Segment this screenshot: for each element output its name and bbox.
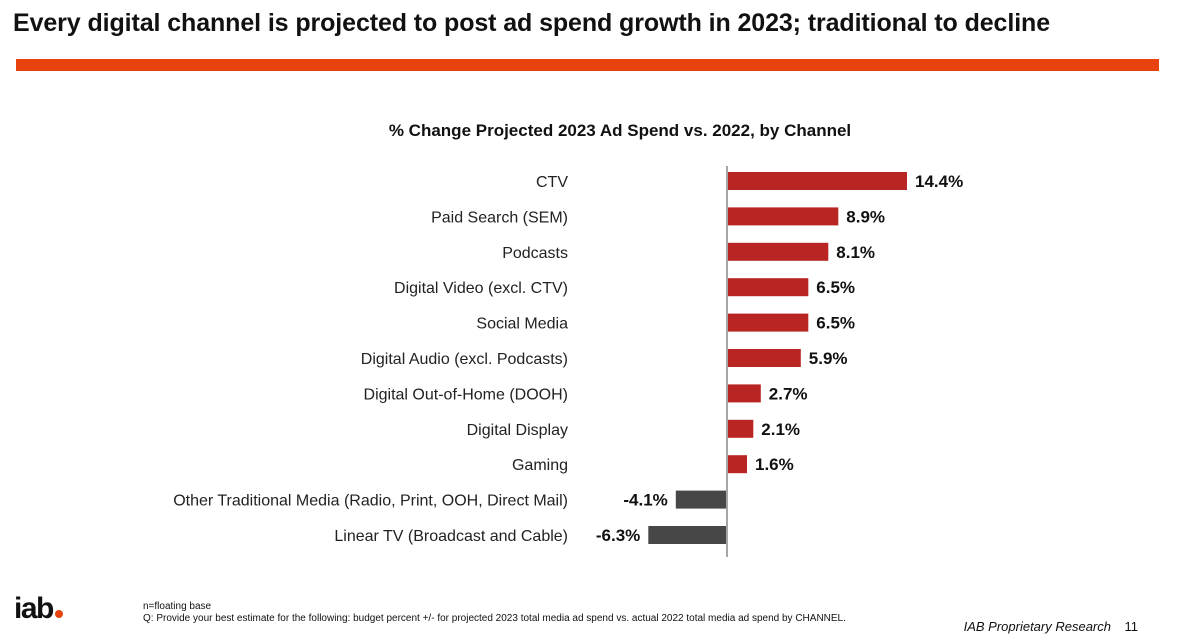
value-label-2: 8.1%	[836, 243, 875, 262]
category-label-6: Digital Out-of-Home (DOOH)	[364, 386, 568, 403]
value-label-6: 2.7%	[769, 384, 808, 403]
category-label-0: CTV	[536, 174, 568, 191]
bar-5	[727, 349, 801, 367]
accent-rule	[16, 59, 1159, 71]
value-label-10: -6.3%	[596, 526, 640, 545]
bar-8	[727, 455, 747, 474]
iab-logo: iab	[14, 594, 63, 624]
value-label-3: 6.5%	[816, 278, 855, 297]
page-number: 11	[1124, 619, 1139, 634]
category-label-9: Other Traditional Media (Radio, Print, O…	[173, 493, 568, 510]
category-label-8: Gaming	[512, 457, 568, 474]
value-label-8: 1.6%	[755, 455, 794, 474]
slide-headline: Every digital channel is projected to po…	[13, 9, 1051, 37]
value-label-4: 6.5%	[816, 314, 855, 333]
footnote-question: Q: Provide your best estimate for the fo…	[143, 613, 846, 624]
logo-dot	[54, 610, 63, 618]
value-label-9: -4.1%	[623, 491, 667, 510]
bar-3	[727, 278, 809, 297]
bar-4	[727, 313, 809, 332]
category-label-2: Podcasts	[502, 245, 568, 262]
category-label-4: Social Media	[476, 316, 568, 333]
bar-10	[648, 526, 728, 544]
bar-2	[727, 242, 829, 261]
bar-7	[727, 419, 754, 438]
category-label-1: Paid Search (SEM)	[431, 209, 568, 226]
chart-title: % Change Projected 2023 Ad Spend vs. 202…	[388, 121, 852, 140]
category-label-7: Digital Display	[467, 422, 568, 439]
category-label-3: Digital Video (excl. CTV)	[394, 280, 568, 297]
category-label-5: Digital Audio (excl. Podcasts)	[361, 351, 568, 368]
bar-6	[727, 384, 761, 403]
footnote: n=floating base Q: Provide your best est…	[143, 601, 846, 625]
category-label-10: Linear TV (Broadcast and Cable)	[334, 528, 568, 545]
value-label-1: 8.9%	[846, 207, 885, 226]
value-label-7: 2.1%	[761, 420, 800, 439]
value-label-5: 5.9%	[809, 349, 848, 368]
bar-1	[727, 207, 839, 226]
bar-0	[727, 172, 907, 190]
value-label-0: 14.4%	[915, 172, 963, 191]
logo-text: iab	[14, 592, 54, 625]
bar-9	[675, 490, 727, 509]
source-label: IAB Proprietary Research	[963, 619, 1111, 634]
footnote-base: n=floating base	[143, 601, 212, 612]
